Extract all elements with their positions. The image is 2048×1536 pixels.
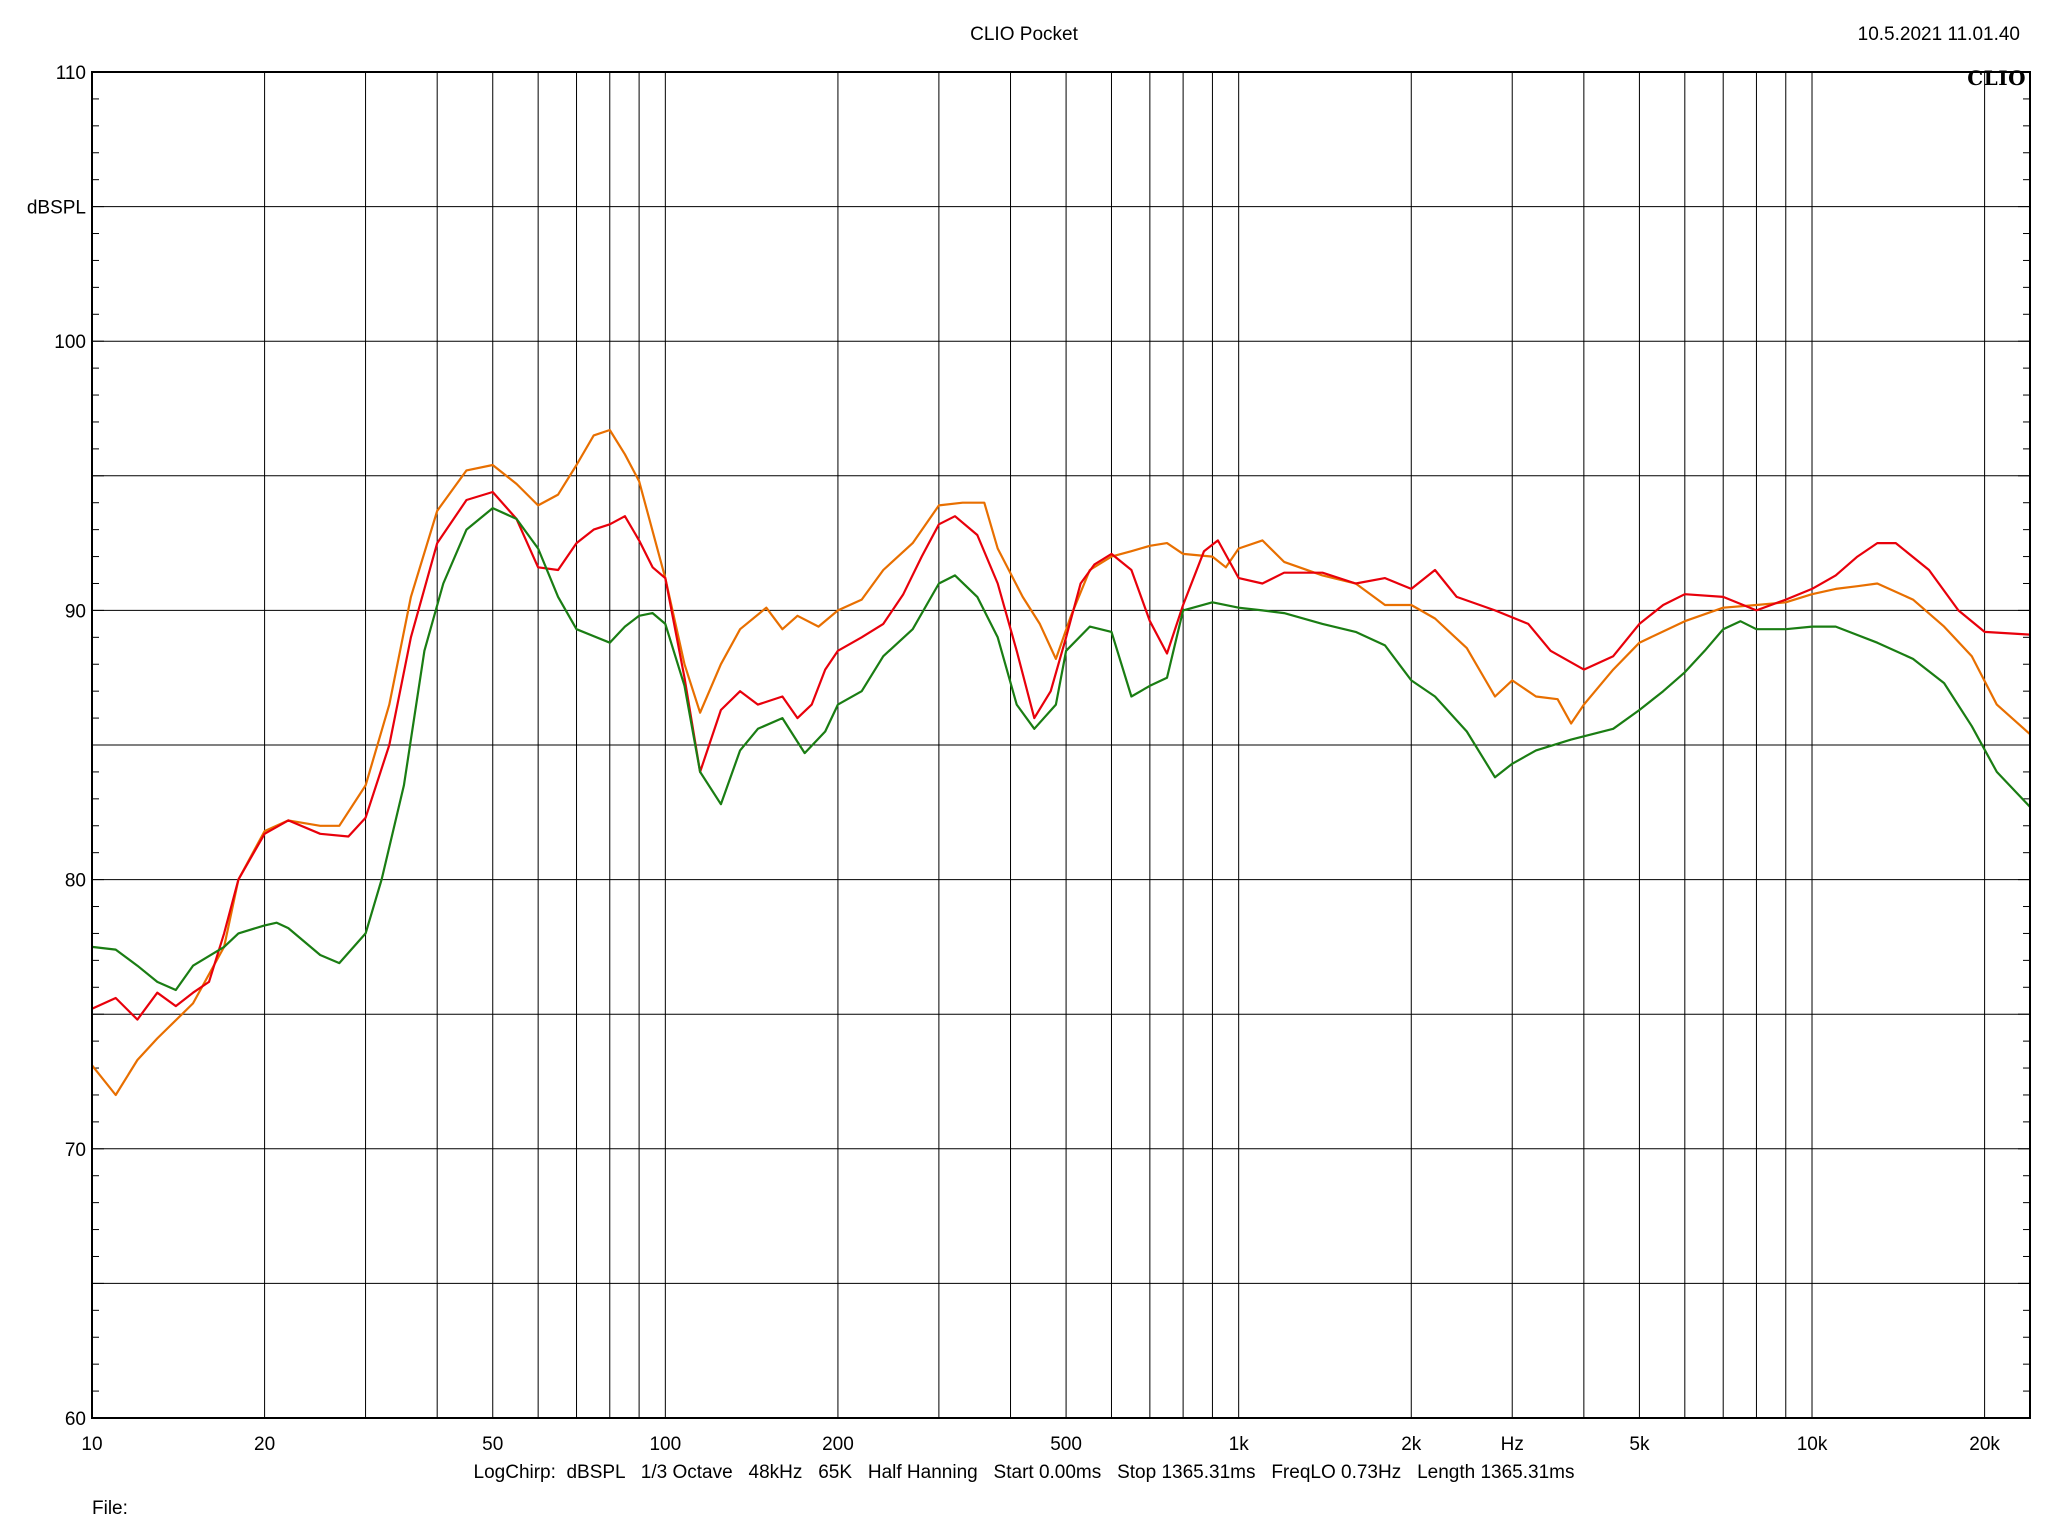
setting-item: Half Hanning <box>867 1462 978 1483</box>
x-tick-label: 1k <box>1229 1434 1250 1455</box>
series-line-2 <box>91 490 2031 1021</box>
y-tick-label: 80 <box>65 871 86 892</box>
setting-item: 65K <box>818 1462 853 1483</box>
x-axis-label: Hz <box>1501 1434 1524 1455</box>
setting-item: Start 0.00ms <box>993 1462 1102 1483</box>
y-tick-label: 70 <box>65 1140 86 1161</box>
x-tick-label: 20 <box>254 1434 275 1455</box>
setting-item: Length 1365.31ms <box>1417 1462 1575 1483</box>
x-tick-label: 10k <box>1797 1434 1828 1455</box>
tick-labels: 10 20 50 100 200 500 1k 2k 5k 10k 20k 60 70 80 90 100 11… <box>27 63 2001 1455</box>
setting-item: FreqLO 0.73Hz <box>1271 1462 1402 1483</box>
y-tick-label: 100 <box>54 332 86 353</box>
clio-logo: CLIO <box>1967 66 2026 90</box>
y-tick-label: 60 <box>65 1409 86 1430</box>
x-tick-label: 10 <box>81 1434 102 1455</box>
y-axis-label: dBSPL <box>27 198 86 219</box>
x-tick-label: 500 <box>1050 1434 1082 1455</box>
setting-item: 48kHz <box>748 1462 803 1483</box>
x-tick-label: 5k <box>1629 1434 1650 1455</box>
x-tick-label: 200 <box>822 1434 854 1455</box>
x-tick-label: 50 <box>482 1434 503 1455</box>
x-tick-label: 20k <box>1969 1434 2000 1455</box>
chart-title: CLIO Pocket <box>970 24 1078 45</box>
setting-item: Stop 1365.31ms <box>1117 1462 1256 1483</box>
y-tick-label: 90 <box>65 601 86 622</box>
series-layer <box>91 428 2031 1097</box>
setting-item: LogChirp: <box>473 1462 556 1483</box>
grid-layer <box>92 71 2030 1419</box>
setting-item: 1/3 Octave <box>640 1462 733 1483</box>
setting-item: dBSPL <box>566 1462 625 1483</box>
x-tick-label: 100 <box>649 1434 681 1455</box>
measurement-settings: LogChirp: dBSPL 1/3 Octave 48kHz 65K Hal… <box>0 1462 2048 1484</box>
series-line-1 <box>91 428 2031 1097</box>
plot-frame <box>91 71 2031 1419</box>
file-label: File: <box>92 1498 128 1519</box>
timestamp: 10.5.2021 11.01.40 <box>1857 24 2020 45</box>
x-tick-label: 2k <box>1401 1434 1422 1455</box>
y-tick-label: 110 <box>56 63 86 84</box>
series-line-3 <box>91 507 2031 992</box>
